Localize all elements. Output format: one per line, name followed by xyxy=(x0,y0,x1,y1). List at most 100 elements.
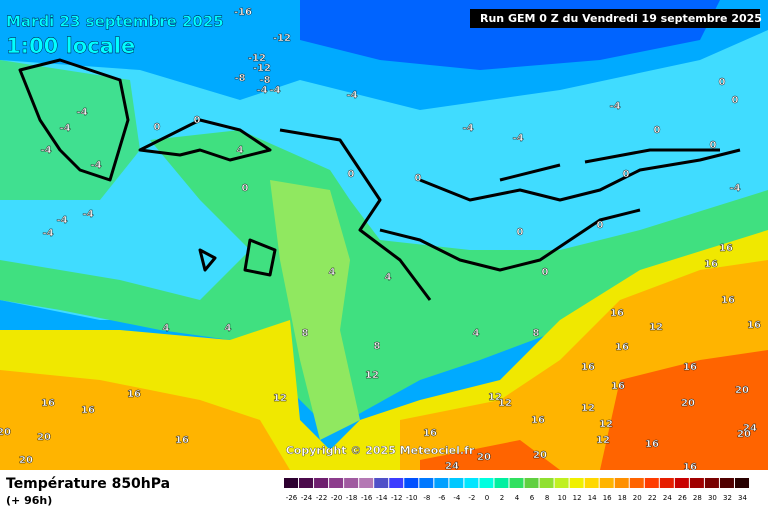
contour-label: -4 xyxy=(90,160,101,171)
contour-label: 20 xyxy=(477,452,491,463)
colorbar-label: 34 xyxy=(738,494,747,502)
contour-label: 0 xyxy=(242,183,249,194)
legend-subtitle: (+ 96h) xyxy=(6,494,52,507)
contour-label: 16 xyxy=(721,295,735,306)
contour-label: 20 xyxy=(0,427,11,438)
contour-label: 12 xyxy=(599,419,613,430)
colorbar-cell xyxy=(539,478,554,488)
colorbar-cell xyxy=(449,478,464,488)
colorbar-label: 10 xyxy=(558,494,567,502)
contour-label: 16 xyxy=(683,362,697,373)
contour-label: 4 xyxy=(473,328,480,339)
colorbar-cell xyxy=(359,478,374,488)
contour-label: 12 xyxy=(498,398,512,409)
colorbar-label: -24 xyxy=(301,494,313,502)
colorbar-cell xyxy=(599,478,614,488)
contour-label: 16 xyxy=(683,462,697,473)
contour-label: -8 xyxy=(259,75,270,86)
colorbar-label: -10 xyxy=(406,494,417,502)
contour-label: 24 xyxy=(743,423,757,434)
contour-label: -12 xyxy=(253,63,271,74)
colorbar-cell xyxy=(464,478,479,488)
contour-label: 20 xyxy=(37,432,51,443)
colorbar-label: 18 xyxy=(618,494,627,502)
contour-label: 16 xyxy=(531,415,545,426)
colorbar-cell xyxy=(704,478,719,488)
colorbar-label: 26 xyxy=(678,494,687,502)
colorbar-label: -2 xyxy=(468,494,475,502)
contour-label: 16 xyxy=(175,435,189,446)
mild-area xyxy=(0,130,768,430)
contour-label: -4 xyxy=(512,133,523,144)
contour-label: 20 xyxy=(737,429,751,440)
contour-label: -4 xyxy=(76,107,87,118)
colorbar-label: -8 xyxy=(423,494,430,502)
contour-label: 16 xyxy=(611,381,625,392)
contour-label: -4 xyxy=(56,215,67,226)
map-date: Mardi 23 septembre 2025 xyxy=(6,13,224,31)
contour-label: 0 xyxy=(415,173,422,184)
contour-label: -4 xyxy=(346,90,357,101)
colorbar-cell xyxy=(569,478,584,488)
faroe-coast xyxy=(198,238,277,277)
colorbar-cell xyxy=(389,478,404,488)
colorbar-label: -20 xyxy=(331,494,342,502)
contour-label: 4 xyxy=(385,272,392,283)
colorbar-label: -22 xyxy=(316,494,327,502)
colorbar-label: 14 xyxy=(588,494,597,502)
scandinavia-coast xyxy=(279,128,432,301)
contour-label: 16 xyxy=(41,398,55,409)
colorbar-cell xyxy=(629,478,644,488)
contour-label: 8 xyxy=(533,328,540,339)
colorbar-label: 28 xyxy=(693,494,702,502)
contour-label: 4 xyxy=(329,267,336,278)
legend-area xyxy=(0,470,768,512)
colorbar-cell xyxy=(419,478,434,488)
contour-label: -12 xyxy=(248,53,266,64)
contour-label: 16 xyxy=(615,342,629,353)
colorbar-cell xyxy=(494,478,509,488)
contour-label: -4 xyxy=(42,228,53,239)
colorbar-cell xyxy=(329,478,344,488)
contour-label: -4 xyxy=(40,145,51,156)
greenland-area xyxy=(0,60,140,200)
colorbar-cell xyxy=(674,478,689,488)
contour-label: -4 xyxy=(82,209,93,220)
siberia-coast xyxy=(419,148,741,202)
colorbar-cell xyxy=(404,478,419,488)
iceland-coast xyxy=(138,118,272,162)
colorbar-cell xyxy=(659,478,674,488)
colorbar-label: -18 xyxy=(346,494,357,502)
contour-label: 20 xyxy=(533,450,547,461)
contour-label: 0 xyxy=(732,95,739,106)
colorbar-label: 24 xyxy=(663,494,672,502)
colorbar-cell xyxy=(734,478,749,488)
colorbar-label: 2 xyxy=(500,494,504,502)
contour-label: -16 xyxy=(234,7,252,18)
colorbar-label: -4 xyxy=(453,494,461,502)
contour-label: 4 xyxy=(225,323,232,334)
colorbar-label: 22 xyxy=(648,494,657,502)
contour-label: -4 xyxy=(59,123,70,134)
contour-label: 20 xyxy=(735,385,749,396)
colorbar-label: 0 xyxy=(485,494,489,502)
contour-label: 0 xyxy=(542,267,549,278)
colorbar-cell xyxy=(374,478,389,488)
contour-label: 24 xyxy=(445,461,459,472)
contour-label: -4 xyxy=(609,101,620,112)
contour-label: 0 xyxy=(154,122,161,133)
contour-label: 0 xyxy=(710,140,717,151)
contour-label: 16 xyxy=(127,389,141,400)
contour-label: 16 xyxy=(747,320,761,331)
colorbar-label: 16 xyxy=(603,494,612,502)
colorbar-label: -6 xyxy=(438,494,446,502)
contour-label: 4 xyxy=(237,145,244,156)
contour-label: 0 xyxy=(719,77,726,88)
contour-label: 0 xyxy=(517,227,524,238)
colorbar-cell xyxy=(284,478,299,488)
contour-label: 12 xyxy=(488,392,502,403)
colorbar-label: -26 xyxy=(286,494,298,502)
contour-label: 0 xyxy=(654,125,661,136)
colorbar-label: 8 xyxy=(545,494,549,502)
contour-label: -4 xyxy=(269,85,280,96)
